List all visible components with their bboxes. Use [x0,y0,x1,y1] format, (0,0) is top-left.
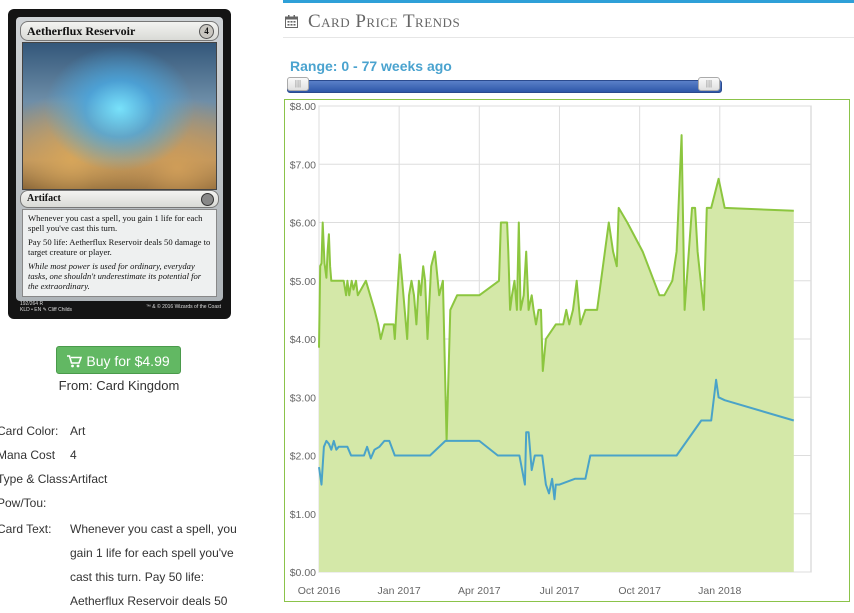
card-details: Card Color: Art Mana Cost 4 Type & Class… [0,421,242,613]
detail-label: Pow/Tou: [0,496,47,510]
y-tick-label: $1.00 [290,509,316,521]
card-flavor-text: While most power is used for ordinary, e… [28,261,202,291]
y-tick-label: $3.00 [290,392,316,404]
collector-number: 192/264 R [20,301,44,307]
y-tick-label: $4.00 [290,334,316,346]
price-trends-header: Card Price Trends [283,0,854,37]
y-tick-label: $2.00 [290,451,316,463]
cart-icon [67,355,83,368]
card-type-bar: Artifact [20,190,219,208]
y-tick-label: $5.00 [290,276,316,288]
detail-label: Type & Class: [0,472,72,486]
x-tick-label: Apr 2017 [458,585,501,597]
low-price-line [318,378,795,501]
range-slider-end-handle[interactable]: ||| [698,77,720,91]
mana-symbol: 4 [199,24,214,39]
x-tick-label: Jan 2018 [698,585,741,597]
detail-label: Card Text: [0,522,52,536]
card-text-box: Whenever you cast a spell, you gain 1 li… [22,209,217,297]
detail-value: Art [70,424,86,438]
buy-button-label: Buy for $4.99 [86,353,170,369]
detail-value: Artifact [70,472,108,486]
card-rules-text-1: Whenever you cast a spell, you gain 1 li… [28,213,203,233]
detail-row-powtou: Pow/Tou: [0,493,242,517]
range-label: Range: 0 - 77 weeks ago [290,58,452,74]
high-price-line [318,134,794,442]
y-tick-label: $8.00 [290,101,316,113]
vendor-text: From: Card Kingdom [58,378,180,393]
card-rules-text-2: Pay 50 life: Aetherflux Reservoir deals … [28,237,211,257]
x-tick-label: Oct 2017 [618,585,661,597]
detail-row-type: Type & Class: Artifact [0,469,242,493]
detail-row-color: Card Color: Art [0,421,242,445]
detail-label: Card Color: [0,424,59,438]
card-type-line: Artifact [27,193,61,204]
y-tick-label: $6.00 [290,218,316,230]
card-copyright: ™ & © 2016 Wizards of the Coast [145,304,221,310]
calendar-icon [285,15,298,28]
card-art [22,42,217,190]
x-tick-label: Jan 2017 [378,585,421,597]
detail-value: 4 [70,448,77,462]
detail-label: Mana Cost [0,448,56,462]
collector-artist: KLD • EN ✎ Cliff Childs [20,307,72,313]
card-footer: 192/264 R KLD • EN ✎ Cliff Childs ™ & © … [20,301,221,315]
price-chart: $0.00 $1.00 $2.00 $3.00 $4.00 $5.00 $6.00 $7.00… [284,99,850,602]
buy-button[interactable]: Buy for $4.99 [56,346,181,374]
x-tick-label: Oct 2016 [298,585,341,597]
header-divider [283,37,854,38]
range-slider-track[interactable] [287,80,722,93]
card-name: Aetherflux Reservoir [27,24,136,38]
set-symbol-icon [201,193,214,206]
range-slider-start-handle[interactable]: ||| [287,77,309,91]
detail-value: Whenever you cast a spell, you gain 1 li… [70,522,237,608]
price-chart-svg: $0.00 $1.00 $2.00 $3.00 $4.00 $5.00 $6.00 $7.00… [290,101,812,597]
card-image: Aetherflux Reservoir 4 Artifact Whenever… [8,9,231,319]
price-trends-title: Card Price Trends [308,11,461,32]
detail-row-mana: Mana Cost 4 [0,445,242,469]
y-tick-label: $7.00 [290,159,316,171]
detail-row-text: Card Text: Whenever you cast a spell, yo… [0,517,242,613]
high-price-area [319,135,794,572]
card-title-bar: Aetherflux Reservoir 4 [20,21,219,41]
y-tick-label: $0.00 [290,567,316,579]
x-tick-label: Jul 2017 [540,585,580,597]
